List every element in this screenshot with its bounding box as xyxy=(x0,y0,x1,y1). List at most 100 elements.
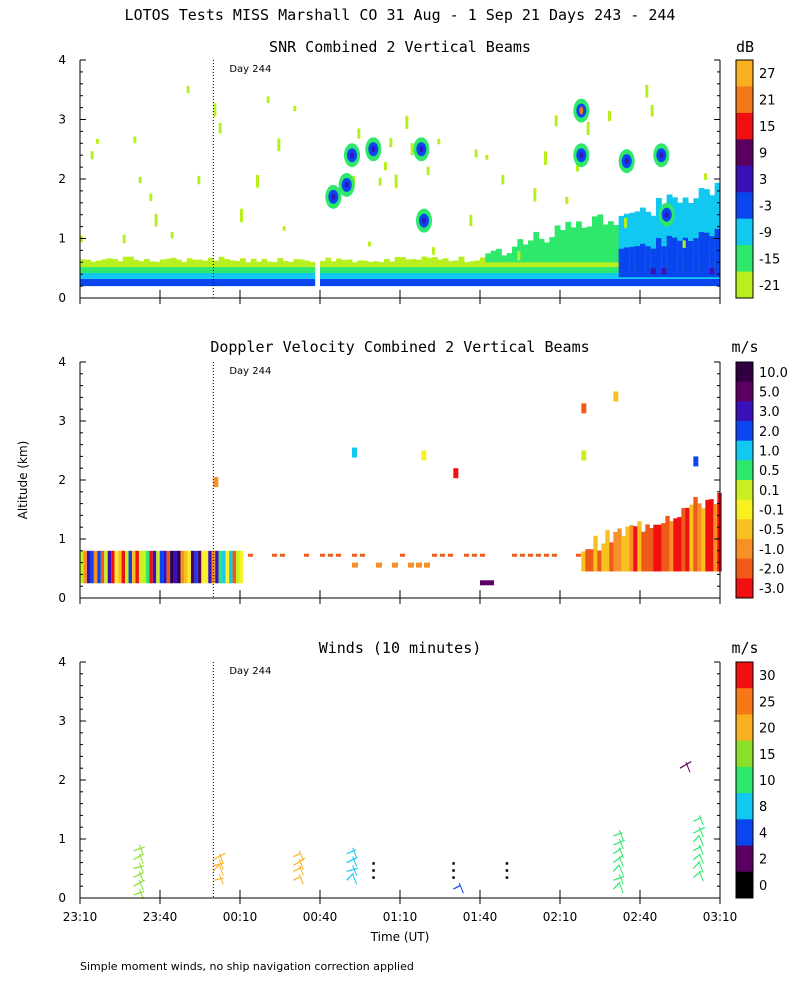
doppler-cell xyxy=(653,524,658,572)
snr-cell xyxy=(202,260,209,268)
snr-cell xyxy=(106,267,113,274)
snr-cell xyxy=(117,278,124,287)
snr-cell xyxy=(709,236,716,278)
snr-cell xyxy=(128,267,134,274)
snr-cell xyxy=(112,267,118,274)
calm-marker xyxy=(452,876,455,879)
snr-cell xyxy=(608,278,614,287)
figure-title: LOTOS Tests MISS Marshall CO 31 Aug - 1 … xyxy=(125,6,676,24)
snr-cell xyxy=(149,273,156,279)
snr-cell xyxy=(384,273,390,279)
snr-cell xyxy=(432,257,438,268)
doppler-cell xyxy=(376,562,382,568)
doppler-cell xyxy=(408,562,414,568)
snr-cell xyxy=(224,267,230,274)
snr-cell xyxy=(256,261,262,268)
calm-marker xyxy=(505,876,509,879)
doppler-cell xyxy=(645,524,650,572)
snr-cell xyxy=(538,273,545,279)
snr-panel: SNR Combined 2 Vertical Beams dB Day 244… xyxy=(58,38,780,305)
snr-cell xyxy=(592,273,598,279)
doppler-cell xyxy=(480,580,494,586)
colorbar-segment xyxy=(736,688,753,715)
snr-cell xyxy=(133,136,137,144)
snr-cell xyxy=(85,259,92,268)
colorbar-segment xyxy=(736,714,753,742)
snr-cell xyxy=(693,278,700,287)
snr-cell xyxy=(90,151,94,160)
snr-cell xyxy=(554,261,561,268)
doppler-cell xyxy=(229,550,233,584)
snr-cell xyxy=(170,273,177,279)
doppler-cell xyxy=(132,550,136,584)
snr-cell xyxy=(218,273,225,279)
y-tick-label: 1 xyxy=(58,832,66,846)
doppler-cell xyxy=(197,550,202,584)
snr-cell xyxy=(688,241,694,278)
snr-cell xyxy=(405,267,412,274)
snr-cell xyxy=(384,259,390,268)
snr-cell xyxy=(586,278,593,287)
doppler-cell xyxy=(145,550,150,584)
snr-cell xyxy=(112,273,118,279)
snr-cell xyxy=(496,273,502,279)
doppler-cell xyxy=(536,553,541,557)
snr-cell xyxy=(576,259,582,268)
snr-cell xyxy=(672,197,678,263)
snr-cell xyxy=(261,273,268,279)
snr-cell xyxy=(133,278,140,287)
snr-cell xyxy=(256,174,259,188)
snr-cell xyxy=(128,273,134,279)
snr-cell xyxy=(554,115,558,127)
snr-cell xyxy=(618,278,625,287)
doppler-cell xyxy=(440,553,445,557)
snr-cell xyxy=(197,278,204,287)
snr-cell xyxy=(181,267,188,274)
doppler-cell xyxy=(424,562,430,568)
wind-barb-flag xyxy=(698,871,704,882)
doppler-cell xyxy=(581,551,586,572)
colorbar-segment xyxy=(736,112,753,140)
snr-cell xyxy=(714,182,721,263)
snr-cell xyxy=(650,104,654,117)
snr-cell xyxy=(154,273,161,279)
colorbar-label: -21 xyxy=(759,279,780,294)
snr-cell xyxy=(85,278,92,287)
snr-cell xyxy=(213,267,220,274)
snr-cell xyxy=(96,260,102,268)
snr-cell xyxy=(325,257,332,268)
snr-cell xyxy=(549,260,556,268)
snr-cell xyxy=(389,261,396,268)
snr-cell xyxy=(357,278,364,287)
wind-barb xyxy=(613,839,625,846)
snr-cell xyxy=(394,278,401,287)
snr-cell xyxy=(106,278,113,287)
wind-barb-flag xyxy=(138,880,144,891)
colorbar-segment xyxy=(736,845,753,873)
snr-cell xyxy=(624,247,630,278)
y-tick-label: 3 xyxy=(58,113,66,127)
snr-cell xyxy=(581,258,588,268)
snr-cell xyxy=(298,259,305,268)
snr-cell xyxy=(549,273,556,279)
colorbar-segment xyxy=(736,539,753,560)
snr-cell xyxy=(325,267,332,274)
snr-cell xyxy=(368,273,374,279)
colorbar-label: -15 xyxy=(759,252,780,267)
snr-cell xyxy=(485,253,492,263)
snr-cell xyxy=(282,273,289,279)
colorbar-label: 10.0 xyxy=(759,366,788,381)
snr-cell xyxy=(432,273,438,279)
snr-cell xyxy=(106,273,113,279)
doppler-cell xyxy=(512,553,517,557)
snr-cell xyxy=(170,257,177,268)
calm-marker xyxy=(372,862,375,865)
snr-cell xyxy=(272,273,278,279)
colorbar-label: 21 xyxy=(759,94,776,109)
snr-cell xyxy=(330,261,337,268)
snr-cell xyxy=(496,278,502,287)
y-axis-label: Altitude (km) xyxy=(16,441,30,520)
snr-cell xyxy=(661,278,668,287)
snr-cell xyxy=(586,267,593,274)
snr-cell xyxy=(304,278,310,287)
